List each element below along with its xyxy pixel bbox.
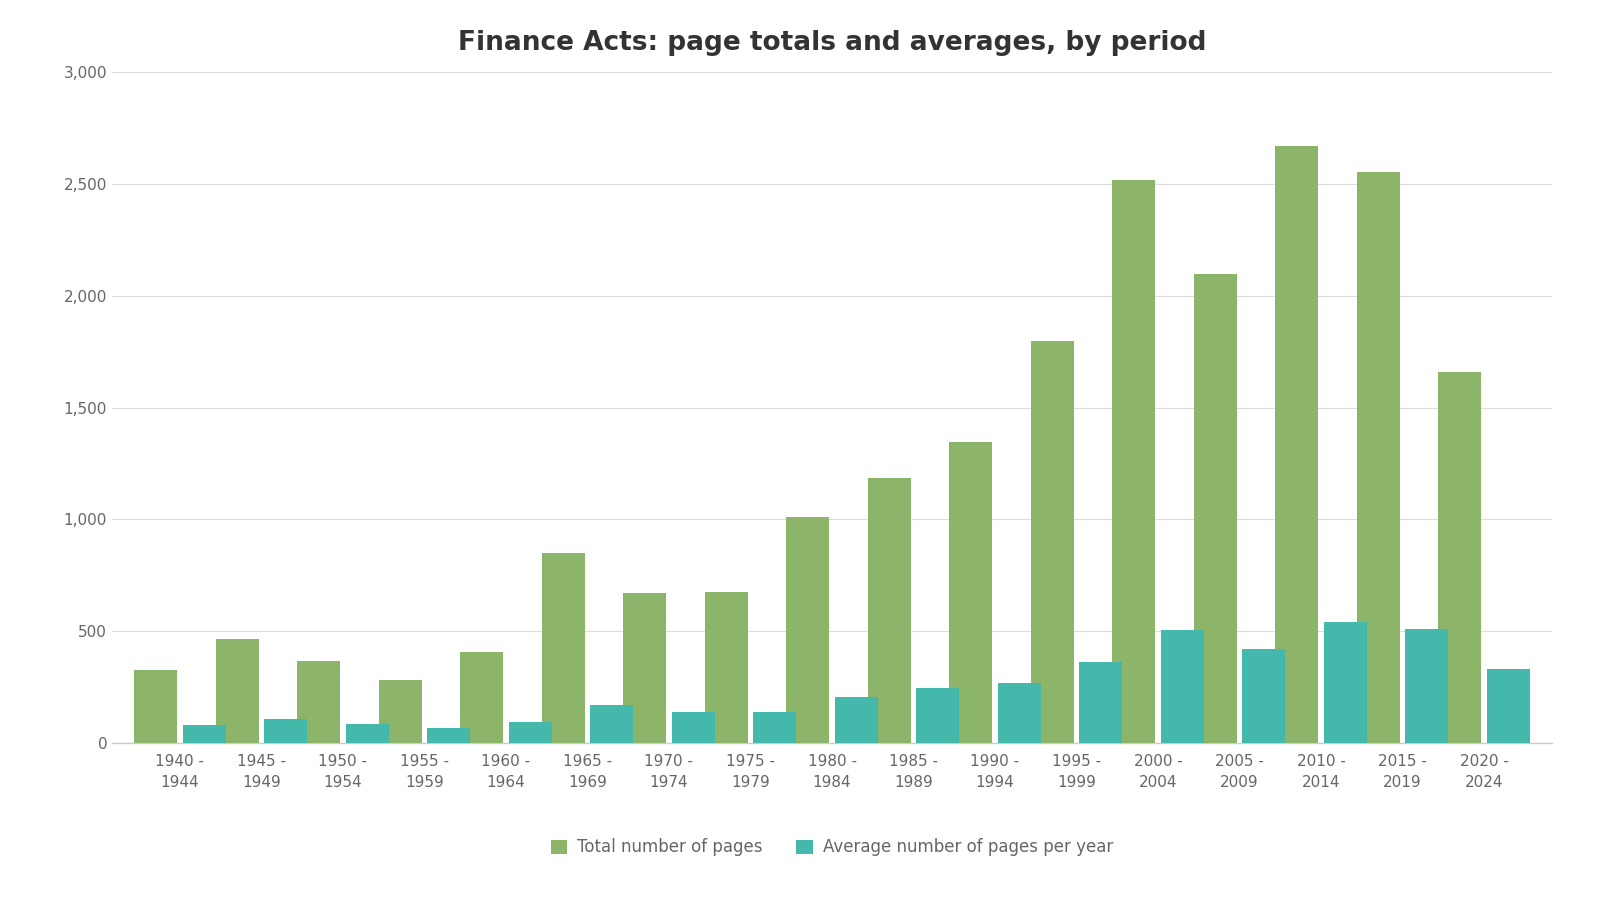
Bar: [509, 722, 552, 743]
Bar: [590, 705, 634, 743]
Bar: [134, 670, 178, 743]
Bar: [998, 682, 1042, 743]
Bar: [216, 639, 259, 743]
Bar: [346, 724, 389, 743]
Bar: [622, 593, 666, 743]
Bar: [379, 680, 422, 743]
Bar: [542, 553, 584, 743]
Bar: [427, 728, 470, 743]
Bar: [867, 478, 910, 743]
Title: Finance Acts: page totals and averages, by period: Finance Acts: page totals and averages, …: [458, 30, 1206, 56]
Bar: [264, 719, 307, 743]
Bar: [1112, 179, 1155, 743]
Bar: [1030, 341, 1074, 743]
Bar: [949, 442, 992, 743]
Bar: [1275, 146, 1318, 743]
Bar: [672, 711, 715, 743]
Bar: [182, 725, 226, 743]
Bar: [1162, 630, 1203, 743]
Bar: [704, 593, 747, 743]
Bar: [461, 652, 502, 743]
Bar: [1080, 662, 1122, 743]
Bar: [917, 689, 960, 743]
Bar: [835, 697, 878, 743]
Bar: [1486, 670, 1530, 743]
Bar: [1242, 649, 1285, 743]
Bar: [1357, 172, 1400, 743]
Bar: [1438, 372, 1482, 743]
Bar: [1194, 274, 1237, 743]
Bar: [754, 711, 797, 743]
Bar: [786, 517, 829, 743]
Bar: [1323, 622, 1366, 743]
Legend: Total number of pages, Average number of pages per year: Total number of pages, Average number of…: [550, 838, 1114, 856]
Bar: [298, 661, 341, 743]
Bar: [1405, 629, 1448, 743]
